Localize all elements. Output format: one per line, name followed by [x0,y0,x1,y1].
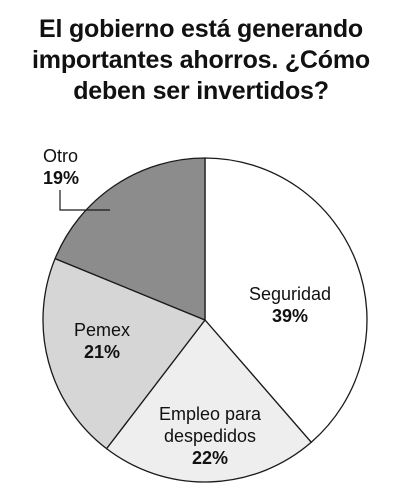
chart-title-line-3: deben ser invertidos? [73,77,329,105]
slice-value-seguridad: 39% [272,306,308,326]
slice-value-pemex: 21% [84,342,120,362]
slice-name-empleo-para-despedidos-1: Empleo para [159,404,262,424]
label-leader-line [59,190,110,211]
slice-value-empleo-para-despedidos: 22% [192,448,228,468]
pie-slice-empleo-para-despedidos [105,319,312,483]
pie-slice-otro [54,157,206,321]
chart-title-line-2: importantes ahorros. ¿Cómo [32,46,370,74]
pie-slice-pemex [42,257,206,450]
chart-title: El gobierno está generando importantes a… [0,14,402,107]
slice-name-otro-1: Otro [43,146,78,166]
slice-name-seguridad-1: Seguridad [249,284,331,304]
chart-title-line-1: El gobierno está generando [38,15,364,43]
pie-slice-seguridad [204,157,368,443]
slice-name-empleo-para-despedidos-2: despedidos [164,426,256,446]
slice-name-pemex-1: Pemex [74,320,130,340]
slice-value-otro: 19% [43,168,79,188]
